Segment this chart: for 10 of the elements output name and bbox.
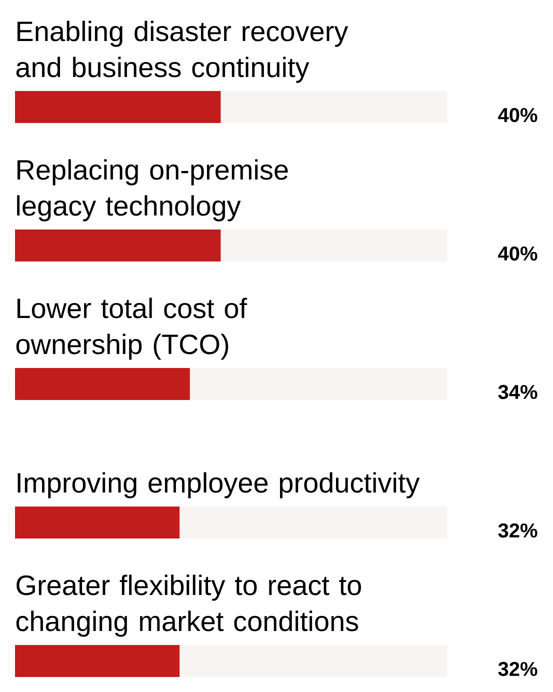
data-label: 40% <box>498 108 538 122</box>
data-label: 34% <box>498 384 538 400</box>
data-label: 40% <box>498 246 538 261</box>
y-tick-label: Lower total cost of ownership (TCO) <box>16 298 248 360</box>
y-tick-label: Improving employee productivity <box>18 472 420 498</box>
data-label: 32% <box>498 662 538 676</box>
y-tick-label: Greater flexibility to react to changing market conditions <box>16 574 361 637</box>
data-label: 32% <box>498 523 538 538</box>
y-tick-label: Replacing on-premise legacy technology <box>17 159 288 222</box>
y-tick-label: Enabling disaster recovery and business continuity <box>16 20 348 83</box>
